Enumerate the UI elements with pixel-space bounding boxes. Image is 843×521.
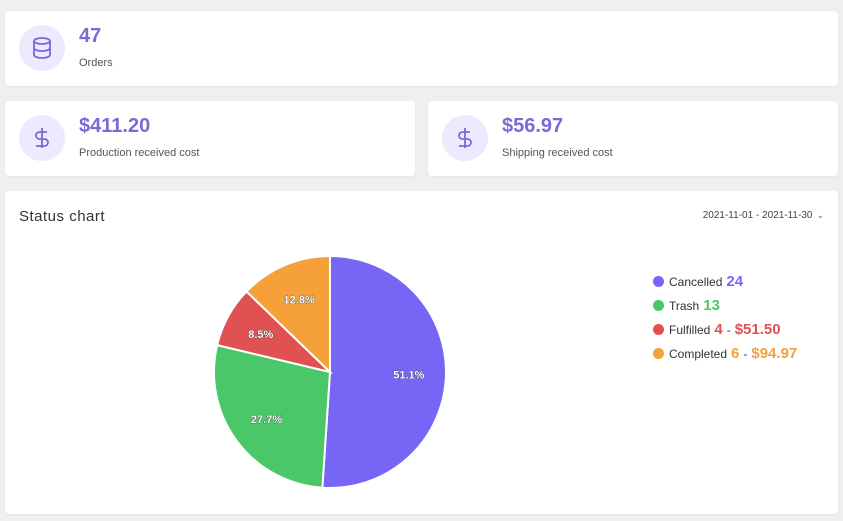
legend-item-fulfilled[interactable]: Fulfilled 4- $51.50 [653, 321, 797, 345]
chevron-down-icon: ⌄ [816, 210, 824, 220]
pie-label-completed: 12.8% [284, 294, 315, 306]
pie-label-fulfilled: 8.5% [248, 329, 273, 341]
legend-item-trash[interactable]: Trash 13 [653, 297, 797, 321]
orders-card: 47 Orders [5, 11, 838, 86]
pie-label-cancelled: 51.1% [393, 370, 424, 382]
pie-slice-completed[interactable] [245, 254, 331, 375]
orders-value: 47 [79, 25, 102, 47]
dollar-icon [442, 115, 488, 161]
status-chart-title: Status chart [19, 208, 106, 225]
chart-legend: Cancelled 24 Trash 13 Fulfilled 4- $51.50 Compl… [653, 273, 797, 369]
legend-count: 24 [726, 273, 744, 290]
legend-count: 13 [703, 297, 720, 314]
status-pie-chart: 51.1% 27.7% 8.5% 12.8% [213, 254, 447, 489]
pie-slice-trash[interactable] [213, 343, 332, 489]
legend-dot [653, 300, 664, 311]
legend-separator: - [743, 347, 748, 361]
legend-item-cancelled[interactable]: Cancelled 24 [653, 273, 797, 297]
dollar-icon [19, 115, 65, 161]
legend-amount: $94.97 [751, 345, 798, 362]
legend-dot [653, 276, 664, 287]
legend-dot [653, 348, 664, 359]
date-range-picker[interactable]: 2021-11-01 - 2021-11-30 ⌄ [703, 210, 824, 221]
legend-count: 4 [714, 321, 723, 338]
status-chart-card: Status chart 2021-11-01 - 2021-11-30 ⌄ 5… [5, 191, 838, 514]
orders-label: Orders [79, 57, 113, 69]
production-cost-label: Production received cost [79, 147, 200, 159]
pie-label-trash: 27.7% [251, 414, 282, 426]
legend-name: Cancelled [669, 275, 723, 289]
legend-count: 6 [731, 345, 740, 362]
shipping-cost-value: $56.97 [502, 115, 564, 137]
production-cost-card: $411.20 Production received cost [5, 101, 415, 176]
shipping-cost-label: Shipping received cost [502, 147, 613, 159]
legend-name: Fulfilled [669, 323, 711, 337]
legend-amount: $51.50 [734, 321, 781, 338]
database-icon [19, 25, 65, 71]
date-range-text: 2021-11-01 - 2021-11-30 [702, 210, 813, 221]
legend-item-completed[interactable]: Completed 6- $94.97 [653, 345, 797, 369]
legend-name: Completed [669, 347, 728, 361]
pie-slice-cancelled[interactable] [321, 254, 447, 489]
production-cost-value: $411.20 [79, 115, 151, 137]
legend-dot [653, 324, 664, 335]
legend-name: Trash [669, 299, 700, 313]
shipping-cost-card: $56.97 Shipping received cost [428, 101, 838, 176]
legend-separator: - [726, 323, 731, 337]
